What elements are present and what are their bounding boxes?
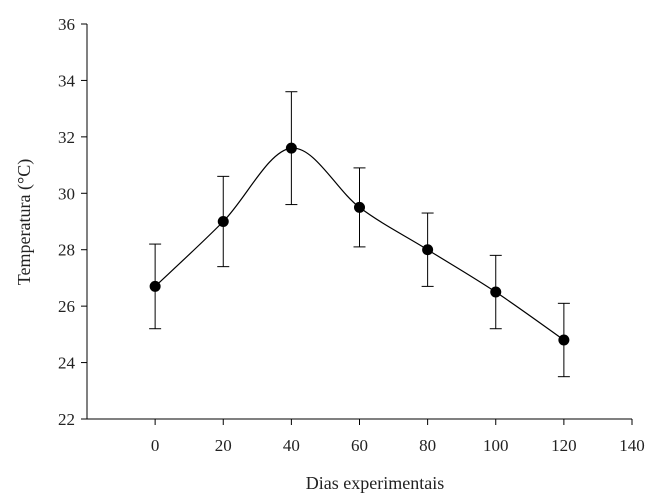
x-tick-label: 80 bbox=[419, 436, 436, 455]
x-tick-label: 100 bbox=[483, 436, 509, 455]
x-tick-label: 140 bbox=[619, 436, 645, 455]
y-tick-label: 30 bbox=[58, 184, 75, 203]
y-tick-label: 36 bbox=[58, 15, 75, 34]
data-point bbox=[354, 201, 365, 213]
y-tick-label: 26 bbox=[58, 297, 75, 316]
x-tick-label: 120 bbox=[551, 436, 577, 455]
y-tick-label: 22 bbox=[58, 410, 75, 429]
data-point bbox=[422, 244, 434, 256]
axes: 22 24 26 28 30 32 34 36 0 20 40 60 80 100 120 140 bbox=[58, 15, 645, 455]
data-point bbox=[217, 216, 229, 227]
y-axis-title: Temperatura (°C) bbox=[14, 159, 35, 285]
data-point bbox=[149, 280, 161, 292]
x-tick-label: 40 bbox=[283, 436, 300, 455]
x-axis-title: Dias experimentais bbox=[306, 473, 444, 493]
x-tick-label: 60 bbox=[351, 436, 368, 455]
data-point bbox=[285, 142, 297, 154]
data-point bbox=[490, 286, 502, 298]
x-tick-label: 0 bbox=[151, 436, 160, 455]
y-tick-label: 34 bbox=[58, 71, 76, 90]
x-tick-label: 20 bbox=[215, 436, 232, 455]
series-group bbox=[149, 91, 570, 378]
data-point bbox=[558, 334, 570, 346]
y-tick-label: 24 bbox=[58, 354, 76, 373]
y-tick-label: 28 bbox=[58, 241, 75, 260]
y-tick-label: 32 bbox=[58, 128, 75, 147]
